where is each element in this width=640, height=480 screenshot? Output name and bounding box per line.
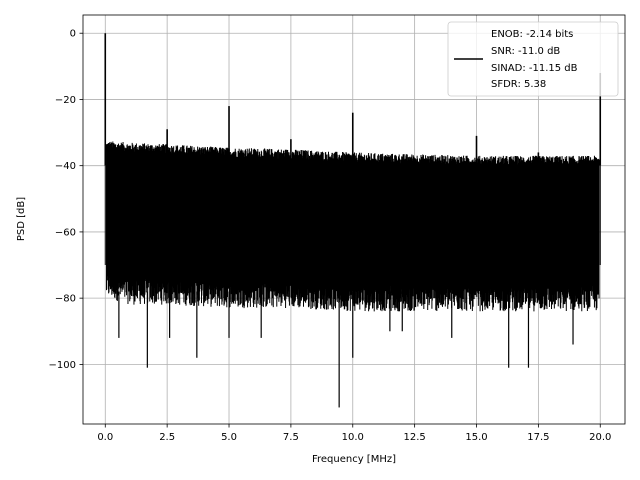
x-tick-label: 12.5: [404, 432, 426, 443]
y-tick-label: −80: [55, 294, 76, 305]
y-tick-label: −40: [55, 161, 76, 172]
x-tick-label: 20.0: [589, 432, 611, 443]
x-tick-label: 15.0: [465, 432, 487, 443]
x-tick-label: 5.0: [221, 432, 237, 443]
y-tick-label: −20: [55, 95, 76, 106]
legend-text-snr: SNR: -11.0 dB: [491, 46, 560, 57]
legend: ENOB: -2.14 bits SNR: -11.0 dB SINAD: -1…: [447, 21, 619, 97]
x-tick-label: 2.5: [159, 432, 175, 443]
legend-box: [447, 21, 619, 97]
axis-ticks: 0.0 2.5 5.0 7.5 10.0 12.5 15.0 17.5 20.0 0 −20 −40 −…: [49, 29, 612, 443]
legend-text-enob: ENOB: -2.14 bits: [491, 29, 573, 40]
x-tick-label: 17.5: [527, 432, 549, 443]
legend-text-sfdr: SFDR: 5.38: [491, 79, 546, 90]
y-tick-label: 0: [70, 29, 76, 40]
y-tick-label: −100: [49, 360, 76, 371]
legend-text-sinad: SINAD: -11.15 dB: [491, 63, 578, 74]
plot-frame: [82, 14, 626, 425]
x-axis-label: Frequency [MHz]: [312, 454, 396, 465]
y-axis-label: PSD [dB]: [16, 197, 27, 241]
y-tick-label: −60: [55, 227, 76, 238]
x-tick-label: 0.0: [97, 432, 113, 443]
noise-floor-trace: [104, 141, 601, 312]
psd-trace: [104, 33, 602, 408]
x-tick-label: 7.5: [283, 432, 299, 443]
x-tick-label: 10.0: [342, 432, 364, 443]
